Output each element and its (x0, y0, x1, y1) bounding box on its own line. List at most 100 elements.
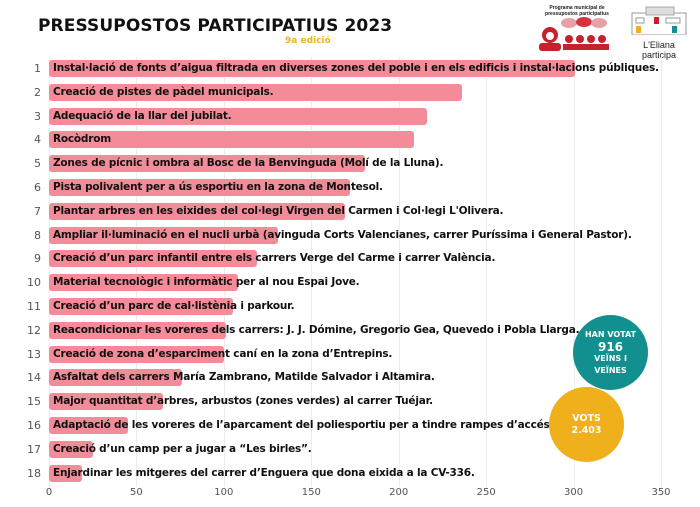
bar-row: 5 Zones de pícnic i ombra al Bosc de la B… (34, 152, 669, 176)
votes-bubble: VOTS 2.403 (549, 387, 624, 462)
bar (49, 345, 224, 363)
bar-chart-plot: 1 Instal·lació de fonts d’aigua filtrada … (27, 57, 669, 487)
bar-row: 1 Instal·lació de fonts d’aigua filtrada … (34, 57, 669, 81)
x-axis: 0 50 100 150 200 250 300 350 (0, 487, 700, 505)
gridline (486, 57, 488, 487)
bar-row: 10 Material tecnològic i informàtic per a… (27, 271, 669, 295)
bar-row: 14 Asfaltat dels carrers María Zambrano, … (27, 366, 669, 390)
bar-row: 4 Rocòdrom (34, 128, 669, 152)
town-logo-line1: L'Eliana (643, 40, 675, 50)
bar-row: 18 Enjardinar les mitgeres del carrer d’E… (27, 462, 669, 486)
bar-label: Creació d’un parc de cal·listènia i park… (53, 300, 295, 312)
bar-label: Instal·lació de fonts d’aigua filtrada e… (53, 62, 659, 74)
rank-label: 7 (34, 204, 41, 218)
gridline (661, 57, 662, 487)
bar (49, 107, 427, 125)
rank-label: 1 (34, 62, 41, 75)
bar (49, 321, 226, 339)
rank-label: 3 (34, 109, 41, 123)
rank-label: 15 (27, 395, 41, 409)
x-tick-label: 250 (476, 487, 496, 498)
voters-label-top: HAN VOTAT (584, 329, 637, 339)
bar-label: Zones de pícnic i ombra al Bosc de la Be… (53, 157, 444, 170)
gridline (398, 57, 400, 487)
people-speech-icon (539, 17, 609, 51)
voters-count: 916 (597, 339, 624, 354)
gridline (573, 57, 575, 487)
bar (49, 298, 233, 315)
rank-label: 12 (27, 323, 41, 337)
town-logo-line2: participa (641, 50, 677, 60)
bar-label: Reacondicionar les voreres dels carrers:… (53, 323, 580, 336)
rank-label: 11 (27, 300, 41, 313)
bar-row: 7 Plantar arbres en les eixides del col·l… (34, 200, 669, 224)
rank-label: 4 (34, 133, 41, 147)
rank-label: 16 (27, 419, 41, 432)
bar-label: Creació d’un parc infantil entre els car… (53, 252, 496, 265)
bar-label: Pista polivalent per a ús esportiu en la… (53, 181, 383, 193)
bar (49, 250, 258, 268)
bar (49, 274, 238, 292)
bar (49, 155, 366, 173)
bar (49, 226, 279, 244)
bar-label: Material tecnològic i informàtic per al … (53, 276, 360, 289)
town-logo: L'Eliana participa (628, 5, 690, 60)
bar-row: 17 Creació d’un camp per a jugar a “Les b… (27, 438, 669, 462)
bar (49, 369, 182, 387)
bar-label: Plantar arbres en les eixides del col·le… (53, 204, 504, 217)
bar-label: Adequació de la llar del jubilat. (53, 109, 232, 122)
rank-label: 2 (34, 85, 41, 99)
bar (49, 131, 415, 149)
voters-bubble: HAN VOTAT 916 VEÏNS I VEÏNES (573, 315, 648, 390)
bar (49, 393, 163, 411)
program-logo: Programa municipal de pressupostos parti… (537, 5, 617, 55)
town-buildings-icon (631, 6, 687, 36)
x-tick-label: 150 (301, 487, 321, 498)
bar-row: 8 Ampliar il·luminació en el nucli urbà (… (34, 224, 669, 248)
gridline (49, 57, 50, 487)
bar (49, 202, 345, 220)
bar-label: Enjardinar les mitgeres del carrer d’Eng… (53, 466, 475, 479)
gridline (311, 57, 313, 487)
x-tick-label: 200 (389, 487, 409, 498)
rank-label: 10 (27, 276, 41, 290)
bar (49, 83, 462, 101)
program-logo-text: Programa municipal de pressupostos parti… (545, 5, 609, 17)
gridline (223, 57, 225, 487)
votes-count: 2.403 (571, 424, 602, 436)
voters-label-bottom: VEÏNS I VEÏNES (594, 353, 627, 375)
x-tick-label: 0 (45, 487, 53, 498)
bar (49, 179, 350, 196)
bar-row: 15 Major quantitat d’arbres, arbustos (zo… (27, 390, 669, 414)
bar-label: Creació de zona d’esparciment caní en la… (53, 347, 393, 360)
rank-label: 18 (27, 466, 41, 480)
bar-label: Adaptació de les voreres de l’aparcament… (53, 419, 554, 431)
rank-label: 6 (34, 181, 41, 194)
votes-label: VOTS (572, 412, 601, 424)
bar-label: Rocòdrom (53, 133, 111, 146)
rank-label: 14 (27, 371, 41, 385)
bar-row: 12 Reacondicionar les voreres dels carrer… (27, 319, 669, 343)
x-tick-label: 350 (651, 487, 671, 498)
chart-title: PRESSUPOSTOS PARTICIPATIUS 2023 (38, 16, 393, 36)
bar (49, 464, 83, 482)
chart-subtitle: 9a edició (285, 36, 331, 46)
bar-label: Major quantitat d’arbres, arbustos (zone… (53, 395, 433, 408)
bar (49, 440, 93, 458)
bar (49, 417, 128, 434)
rank-label: 8 (34, 228, 41, 242)
bar-label: Ampliar il·luminació en el nucli urbà (a… (53, 228, 632, 241)
x-tick-label: 300 (564, 487, 584, 498)
gridline (136, 57, 138, 487)
x-tick-label: 50 (130, 487, 143, 498)
x-tick-label: 100 (214, 487, 234, 498)
bar-row: 6 Pista polivalent per a ús esportiu en l… (34, 176, 669, 200)
bar-row: 3 Adequació de la llar del jubilat. (34, 105, 669, 129)
rank-label: 9 (34, 252, 41, 266)
bar-label: Creació de pistes de pàdel municipals. (53, 85, 274, 98)
bar-row: 2 Creació de pistes de pàdel municipals. (34, 81, 669, 105)
rank-label: 17 (27, 442, 41, 456)
bar-row: 13 Creació de zona d’esparciment caní en … (27, 343, 669, 367)
bar-row: 9 Creació d’un parc infantil entre els ca… (34, 247, 669, 271)
bar-label: Creació d’un camp per a jugar a “Les bir… (53, 442, 312, 455)
